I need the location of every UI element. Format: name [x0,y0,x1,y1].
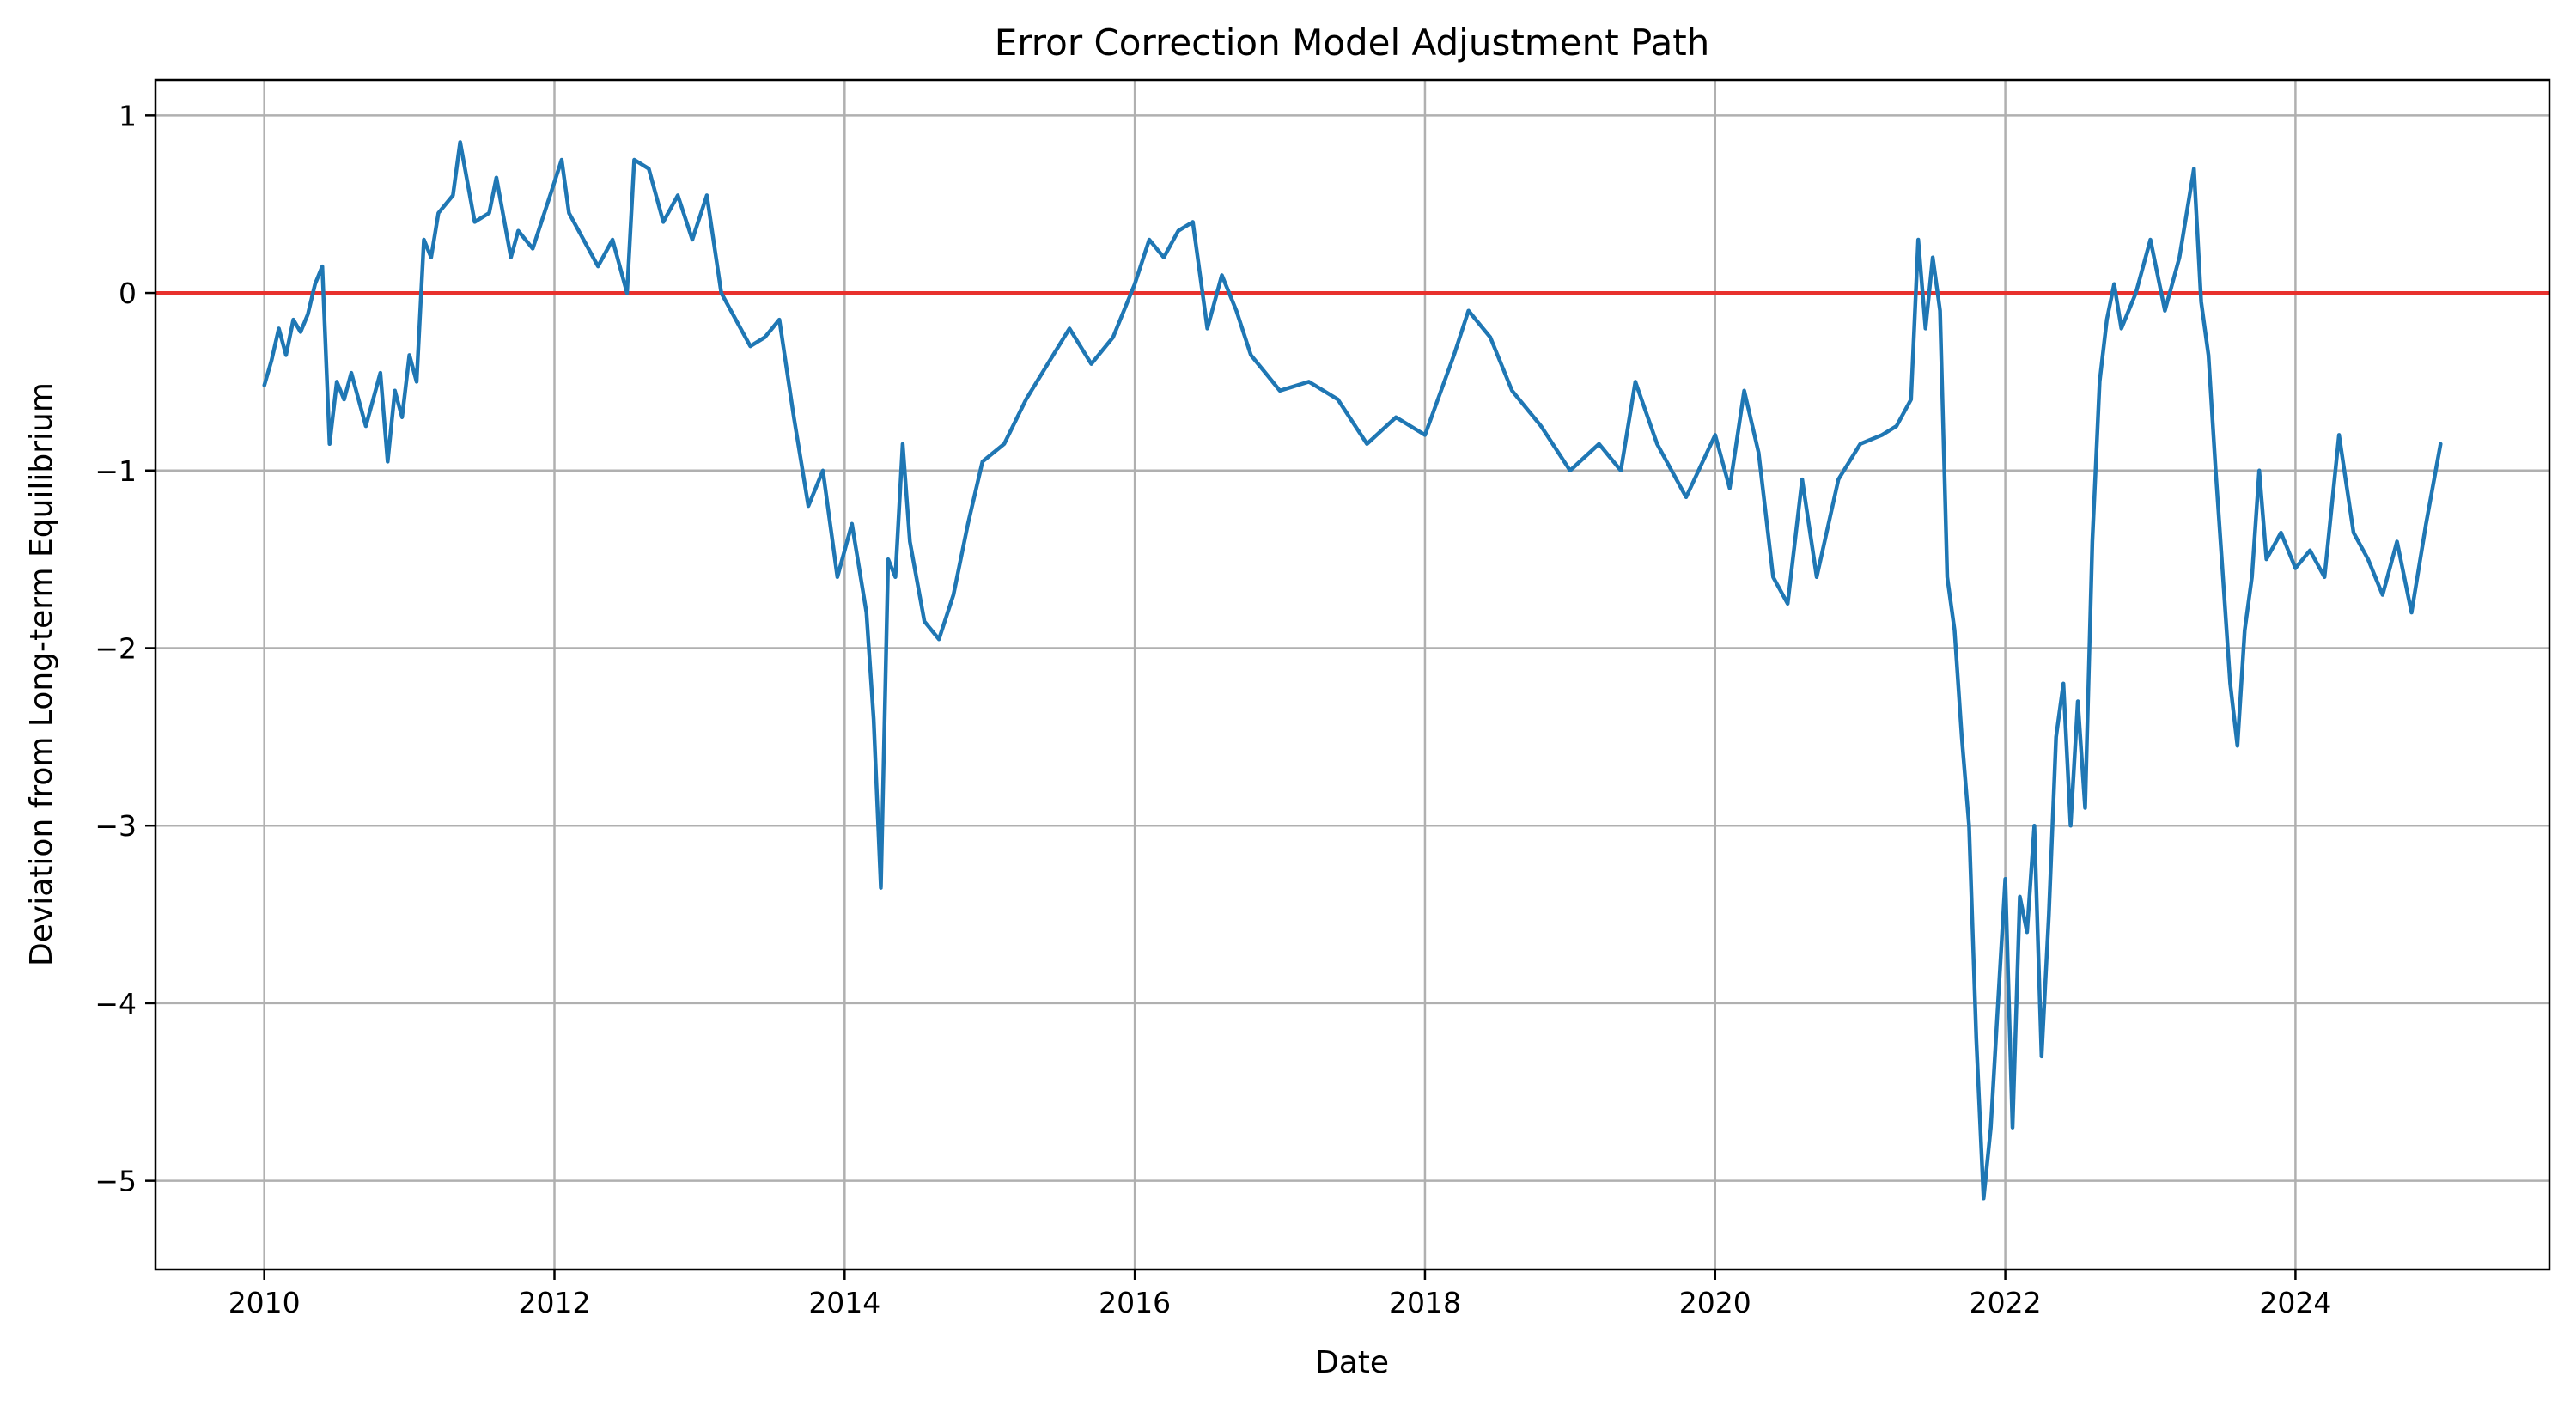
x-tick-label: 2016 [1099,1286,1171,1319]
x-tick-label: 2014 [808,1286,880,1319]
y-tick-label: −4 [94,987,137,1020]
y-tick-label: −2 [94,631,137,665]
x-tick-label: 2022 [1970,1286,2042,1319]
y-tick-label: 1 [119,99,137,132]
y-tick-label: −5 [94,1165,137,1198]
plot-frame [154,78,2551,1271]
x-ticks: 2010 2012 2014 2016 2018 2020 2022 2024 [228,1270,2331,1319]
x-tick-label: 2024 [2259,1286,2331,1319]
x-tick-label: 2020 [1679,1286,1751,1319]
x-tick-label: 2018 [1389,1286,1461,1319]
y-axis-label: Deviation from Long-term Equilibrium [24,382,59,966]
chart-title: Error Correction Model Adjustment Path [995,21,1710,64]
y-ticks: 1 0 −1 −2 −3 −4 −5 [94,99,155,1198]
series-line [262,140,2443,1201]
y-tick-label: −3 [94,809,137,843]
plot-area-background [155,80,2549,1270]
x-tick-label: 2012 [519,1286,591,1319]
x-axis-label: Date [1315,1345,1389,1380]
y-tick-label: −1 [94,454,137,488]
y-tick-label: 0 [119,277,137,310]
x-tick-label: 2010 [228,1286,301,1319]
